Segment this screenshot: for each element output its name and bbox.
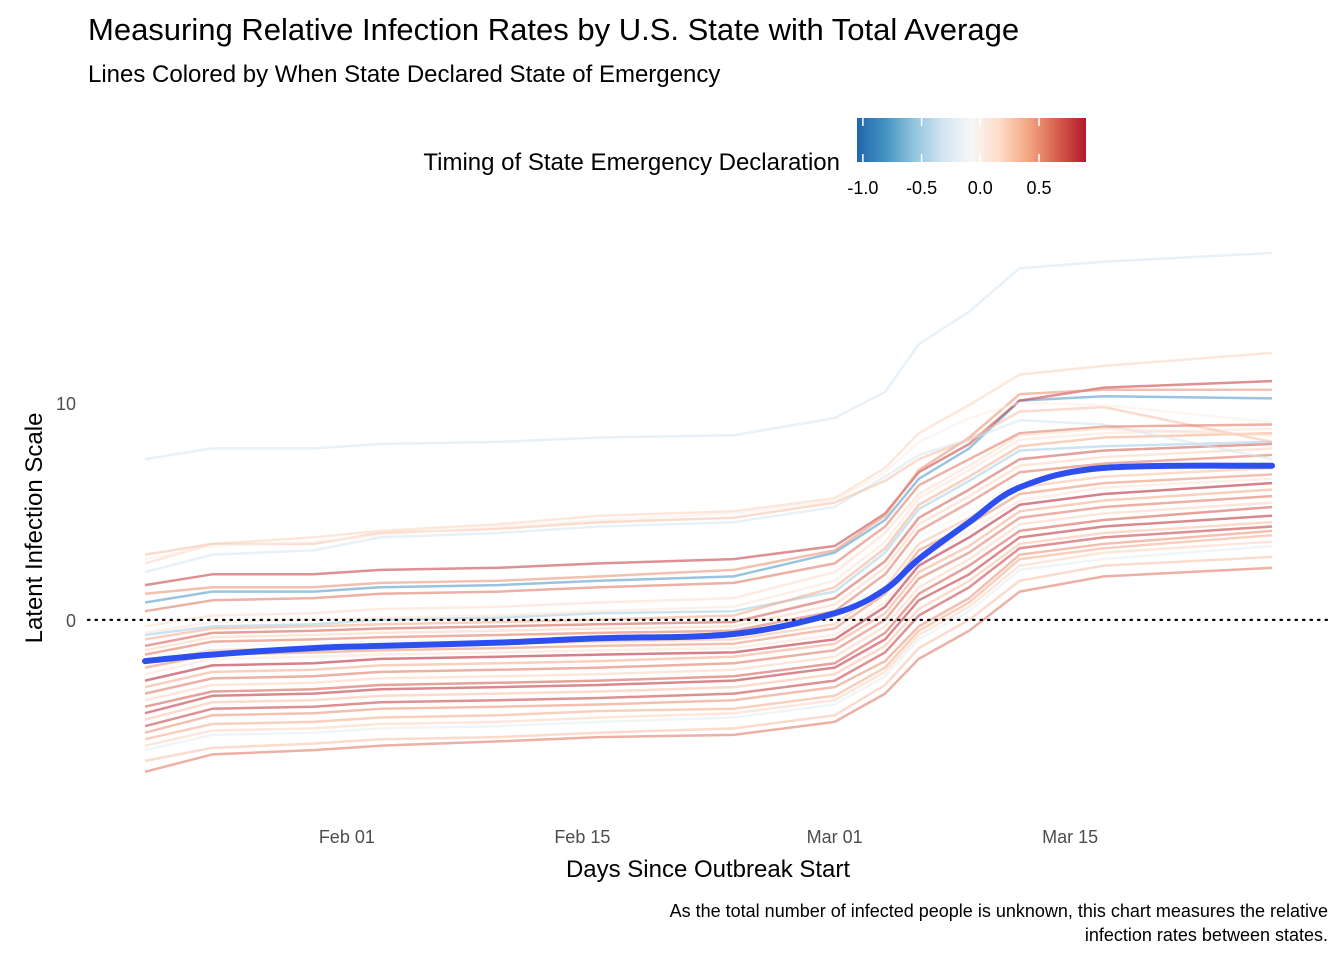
state-line-14 xyxy=(144,488,1273,689)
state-line-4 xyxy=(144,544,1273,752)
x-axis-title: Days Since Outbreak Start xyxy=(566,856,850,883)
state-line-3 xyxy=(144,555,1273,763)
x-tick-label: Mar 15 xyxy=(1042,827,1098,847)
chart-subtitle: Lines Colored by When State Declared Sta… xyxy=(88,61,720,88)
legend-title: Timing of State Emergency Declaration xyxy=(423,149,840,176)
state-line-8 xyxy=(144,525,1273,728)
state-line-28 xyxy=(144,388,1272,596)
state-line-13 xyxy=(144,494,1273,695)
x-axis-ticks: Feb 01 Feb 15 Mar 01 Mar 15 xyxy=(319,827,1098,847)
y-axis-ticks: 0 10 xyxy=(56,394,76,631)
state-line-21 xyxy=(144,447,1273,652)
chart-title: Measuring Relative Infection Rates by U.… xyxy=(88,12,1019,47)
state-line-17 xyxy=(144,473,1273,669)
state-line-6 xyxy=(144,533,1273,741)
colorbar-tick-label: 0.0 xyxy=(968,178,993,198)
state-line-30 xyxy=(144,405,1273,556)
state-line-31 xyxy=(144,351,1273,565)
x-tick-label: Mar 01 xyxy=(807,827,863,847)
state-line-10 xyxy=(144,514,1273,715)
caption-line-1: As the total number of infected people i… xyxy=(670,901,1328,921)
colorbar-legend: -1.0 -0.5 0.0 0.5 xyxy=(847,118,1086,198)
state-line-25 xyxy=(144,427,1273,635)
colorbar-tick-label: -0.5 xyxy=(906,178,937,198)
state-line-5 xyxy=(144,540,1273,747)
state-line-7 xyxy=(144,529,1273,734)
state-lines xyxy=(144,251,1273,774)
colorbar-tick-label: -1.0 xyxy=(847,178,878,198)
colorbar-tick-label: 0.5 xyxy=(1027,178,1052,198)
total-average-line xyxy=(142,462,1275,665)
state-line-34 xyxy=(144,427,1273,628)
state-line-15 xyxy=(144,481,1273,682)
state-line-1 xyxy=(144,251,1273,461)
state-line-16 xyxy=(144,477,1273,676)
state-line-33 xyxy=(144,423,1273,613)
x-tick-label: Feb 01 xyxy=(319,827,375,847)
state-line-27 xyxy=(144,379,1273,587)
state-line-29 xyxy=(144,418,1273,574)
state-line-9 xyxy=(144,520,1273,721)
state-line-12 xyxy=(144,501,1273,702)
state-line-24 xyxy=(144,431,1273,641)
colorbar-gradient xyxy=(857,118,1086,162)
x-tick-label: Feb 15 xyxy=(554,827,610,847)
y-tick-label: 0 xyxy=(66,611,76,631)
caption-line-2: infection rates between states. xyxy=(1085,925,1328,945)
state-line-2 xyxy=(144,566,1273,774)
y-tick-label: 10 xyxy=(56,394,76,414)
state-line-32 xyxy=(144,401,1273,561)
state-line-22 xyxy=(144,442,1273,648)
state-line-11 xyxy=(144,505,1273,708)
state-line-20 xyxy=(144,453,1273,656)
y-axis-title: Latent Infection Scale xyxy=(21,413,48,644)
